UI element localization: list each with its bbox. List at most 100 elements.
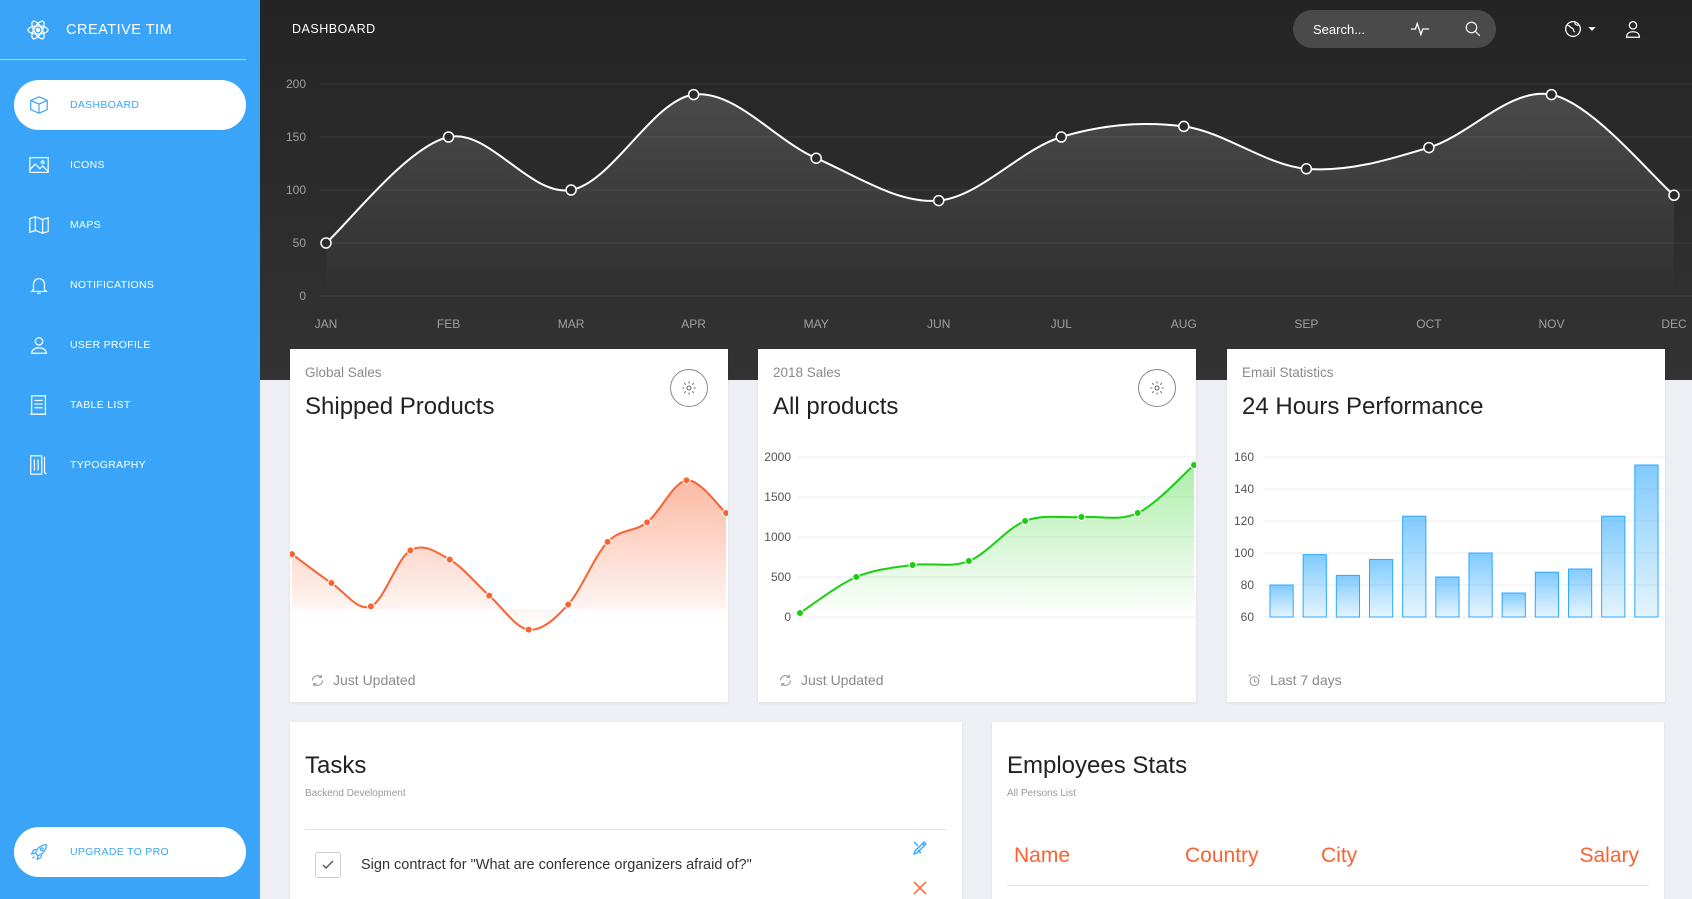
x-tick-label: APR <box>681 317 706 331</box>
card-title: All products <box>773 393 899 420</box>
employees-title: Employees Stats <box>1007 752 1188 779</box>
area-fill <box>292 480 726 630</box>
settings-button[interactable] <box>1138 369 1176 407</box>
task-text: Sign contract for "What are conference o… <box>361 857 752 873</box>
sidebar-item-label: Icons <box>70 159 105 171</box>
data-point <box>964 557 973 565</box>
delete-icon[interactable] <box>912 880 928 896</box>
edit-icon[interactable] <box>912 840 928 856</box>
column-header-name[interactable]: Name <box>1014 844 1071 867</box>
bar <box>1435 576 1460 618</box>
settings-button[interactable] <box>670 369 708 407</box>
sidebar-item-label: User Profile <box>70 339 151 351</box>
column-header-salary[interactable]: Salary <box>1579 844 1639 867</box>
data-point <box>327 579 336 587</box>
pulse-icon[interactable] <box>1409 18 1431 40</box>
sidebar-item-notifications[interactable]: Notifications <box>14 260 246 310</box>
x-tick-label: MAY <box>804 317 829 331</box>
data-point <box>1133 509 1142 517</box>
card-footer: Last 7 days <box>1247 672 1342 688</box>
gear-icon <box>682 381 696 395</box>
data-point <box>442 131 455 143</box>
data-point <box>485 591 494 600</box>
brand[interactable]: Creative Tim <box>0 0 246 60</box>
tasks-title: Tasks <box>305 752 367 779</box>
y-tick-label: 120 <box>1234 514 1254 528</box>
bar <box>1302 554 1327 618</box>
data-point <box>643 518 652 527</box>
y-tick-label: 1500 <box>764 490 791 504</box>
data-point <box>1190 461 1196 469</box>
sidebar: Creative Tim Dashboard Icons Maps Notifi… <box>0 0 260 899</box>
bar <box>1634 464 1659 618</box>
bar <box>1402 515 1427 618</box>
data-point <box>603 537 612 546</box>
global-sales-card: Global Sales Shipped Products Just Updat… <box>290 349 728 702</box>
tasks-subtitle: Backend Development <box>305 788 406 799</box>
map-icon <box>29 216 49 234</box>
card-category: Email Statistics <box>1242 365 1334 380</box>
y-tick-label: 150 <box>286 130 306 144</box>
y-tick-label: 0 <box>299 289 306 303</box>
sidebar-nav: Dashboard Icons Maps Notifications User … <box>0 80 260 490</box>
data-point <box>564 600 573 609</box>
column-header-country[interactable]: Country <box>1185 844 1259 867</box>
x-tick-label: DEC <box>1661 317 1687 331</box>
image-icon <box>29 157 49 173</box>
data-point <box>1021 517 1030 525</box>
employees-card: Employees Stats All Persons List Name Co… <box>992 722 1664 899</box>
refresh-icon <box>779 674 792 686</box>
data-point <box>852 573 861 581</box>
x-tick-label: AUG <box>1171 317 1197 331</box>
divider <box>305 829 947 830</box>
shipped-products-chart <box>290 476 728 634</box>
search-input[interactable] <box>1313 21 1464 37</box>
x-tick-label: JUN <box>927 317 950 331</box>
x-tick-label: FEB <box>437 317 460 331</box>
sidebar-item-icons[interactable]: Icons <box>14 140 246 190</box>
sidebar-item-maps[interactable]: Maps <box>14 200 246 250</box>
sidebar-item-table-list[interactable]: Table List <box>14 380 246 430</box>
y-tick-label: 100 <box>1234 546 1254 560</box>
y-tick-label: 0 <box>784 610 791 624</box>
sidebar-item-label: Typography <box>70 459 146 471</box>
footer-text: Last 7 days <box>1270 672 1342 688</box>
sales-2018-card: 0 500 1000 1500 2000 2018 Sales All products… <box>758 349 1196 702</box>
employees-subtitle: All Persons List <box>1007 788 1076 799</box>
react-logo-icon <box>27 19 49 40</box>
sidebar-item-user-profile[interactable]: User Profile <box>14 320 246 370</box>
bar <box>1468 552 1493 618</box>
card-title: 24 Hours Performance <box>1242 393 1484 420</box>
y-tick-label: 60 <box>1241 610 1255 624</box>
data-point <box>445 555 454 564</box>
data-point <box>908 561 917 569</box>
y-tick-label: 50 <box>293 236 307 250</box>
user-account-icon[interactable] <box>1622 18 1644 40</box>
task-checkbox[interactable] <box>315 852 341 878</box>
data-point <box>406 546 415 555</box>
data-point <box>524 625 533 634</box>
card-title: Shipped Products <box>305 393 495 420</box>
refresh-icon <box>311 674 324 686</box>
globe-icon[interactable] <box>1562 18 1584 40</box>
search-icon[interactable] <box>1464 20 1482 38</box>
footer-text: Just Updated <box>333 672 416 688</box>
x-tick-label: NOV <box>1538 317 1564 331</box>
sidebar-item-typography[interactable]: Typography <box>14 440 246 490</box>
footer-text: Just Updated <box>801 672 884 688</box>
upgrade-button[interactable]: Upgrade to PRO <box>14 827 246 877</box>
card-category: Global Sales <box>305 365 382 380</box>
area-fill <box>326 93 1674 296</box>
typography-icon <box>30 455 47 475</box>
data-point <box>687 88 700 101</box>
bar <box>1269 584 1294 618</box>
check-icon <box>322 860 334 869</box>
upgrade-label: Upgrade to PRO <box>70 846 169 858</box>
caret-down-icon[interactable] <box>1586 18 1598 40</box>
column-header-city[interactable]: City <box>1321 844 1358 867</box>
main-line-chart: 0 50 100 150 200 JAN FEB MAR APR MAY JUN JUL AUG SEP O… <box>286 77 1692 331</box>
sidebar-item-dashboard[interactable]: Dashboard <box>14 80 246 130</box>
brand-name: Creative Tim <box>66 21 173 38</box>
y-tick-label: 80 <box>1241 578 1255 592</box>
y-tick-label: 140 <box>1234 482 1254 496</box>
